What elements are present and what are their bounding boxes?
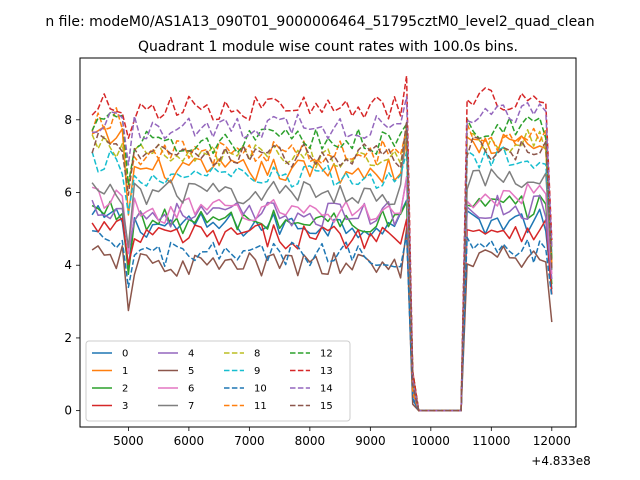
x-axis: 5000 6000 7000 8000 9000 10000 11000 12000 xyxy=(113,427,571,448)
legend-label-0: 0 xyxy=(122,349,128,360)
legend-label-10: 10 xyxy=(254,384,267,395)
y-tick-label: 6 xyxy=(64,186,72,200)
legend-label-12: 12 xyxy=(320,349,333,360)
y-tick-label: 2 xyxy=(64,331,72,345)
legend-label-7: 7 xyxy=(188,401,194,412)
series-line-15 xyxy=(91,120,553,412)
x-tick-label: 7000 xyxy=(234,434,265,448)
legend-label-15: 15 xyxy=(320,401,333,412)
legend-label-5: 5 xyxy=(188,366,194,377)
series-line-4 xyxy=(91,177,553,412)
legend-label-3: 3 xyxy=(122,401,128,412)
x-tick-label: 5000 xyxy=(113,434,144,448)
x-tick-label: 8000 xyxy=(295,434,326,448)
axes-frame xyxy=(79,57,577,428)
y-tick-label: 8 xyxy=(64,113,72,127)
x-tick-label: 11000 xyxy=(472,434,510,448)
series-line-11 xyxy=(91,107,553,412)
legend-label-13: 13 xyxy=(320,366,333,377)
series-line-14 xyxy=(92,95,553,412)
legend-label-14: 14 xyxy=(320,384,333,395)
y-axis: 0 2 4 6 8 xyxy=(64,113,80,418)
legend-label-9: 9 xyxy=(254,366,260,377)
series-line-10 xyxy=(91,229,553,412)
legend-label-8: 8 xyxy=(254,349,260,360)
x-tick-label: 12000 xyxy=(533,434,571,448)
x-offset-label: +4.833e8 xyxy=(531,454,590,468)
series-line-9 xyxy=(91,146,553,412)
y-tick-label: 4 xyxy=(64,258,72,272)
legend-label-11: 11 xyxy=(254,401,267,412)
series-line-6 xyxy=(91,175,553,412)
series-line-7 xyxy=(91,124,553,412)
legend-label-4: 4 xyxy=(188,349,194,360)
series-line-12 xyxy=(91,112,553,412)
x-tick-label: 9000 xyxy=(355,434,386,448)
series-line-5 xyxy=(91,227,553,412)
legend-label-1: 1 xyxy=(122,366,128,377)
legend-label-6: 6 xyxy=(188,384,194,395)
y-tick-label: 0 xyxy=(64,404,72,418)
chart-suptitle: n file: modeM0/AS1A13_090T01_9000006464_… xyxy=(45,14,594,30)
legend-label-2: 2 xyxy=(122,384,128,395)
chart-title: Quadrant 1 module wise count rates with … xyxy=(138,39,518,55)
legend-frame xyxy=(85,340,351,422)
x-tick-label: 6000 xyxy=(174,434,205,448)
plot-lines xyxy=(91,75,553,412)
x-tick-label: 10000 xyxy=(412,434,450,448)
series-line-13 xyxy=(91,75,553,412)
